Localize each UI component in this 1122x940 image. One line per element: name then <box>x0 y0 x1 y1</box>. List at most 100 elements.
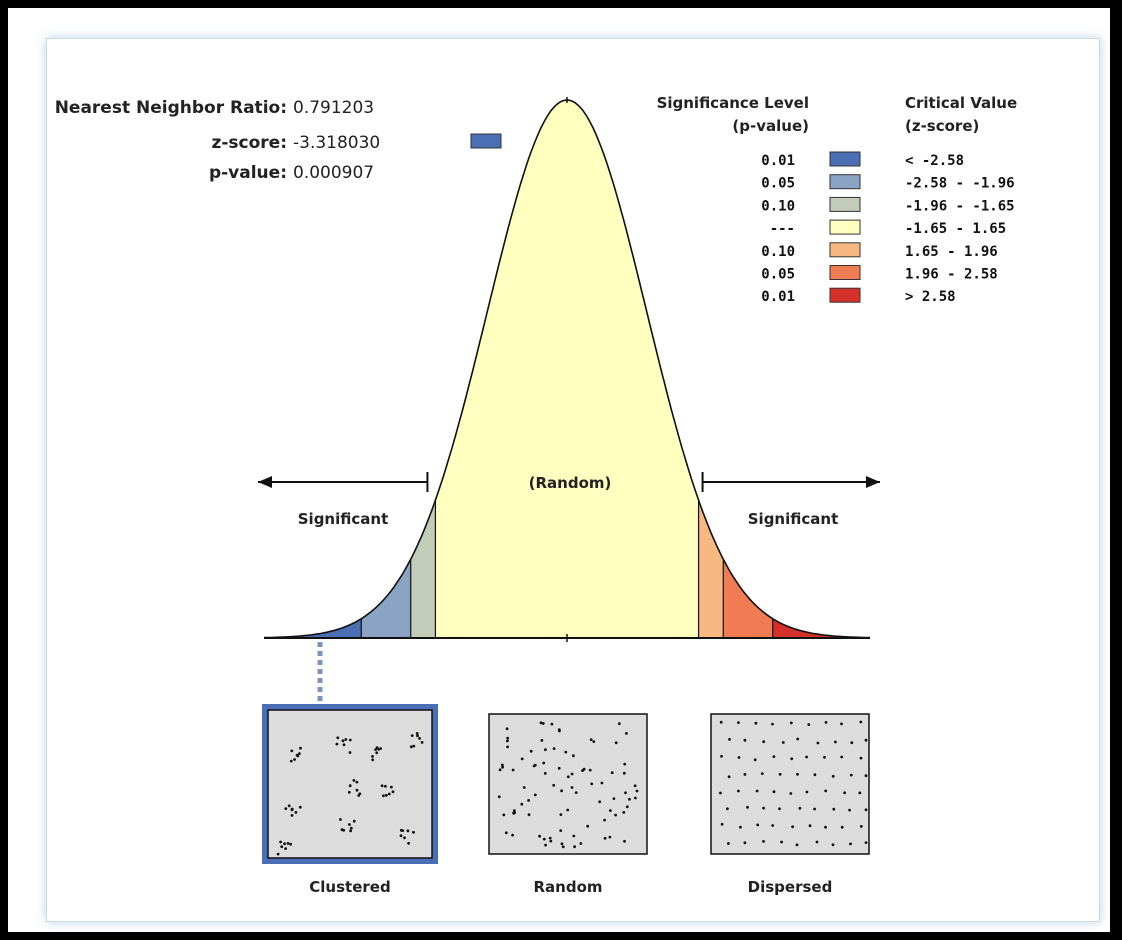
point <box>352 819 356 823</box>
point <box>542 761 546 765</box>
point <box>559 813 563 816</box>
point <box>824 825 827 829</box>
point <box>289 759 293 763</box>
point <box>377 747 381 751</box>
point <box>407 841 410 845</box>
point <box>504 831 508 835</box>
point <box>760 772 764 775</box>
legend-z-range: > 2.58 <box>905 289 956 305</box>
point <box>339 818 342 821</box>
point <box>743 773 747 776</box>
legend-p-value: 0.05 <box>761 267 795 283</box>
point <box>382 794 385 798</box>
pattern-label: Random <box>533 878 602 896</box>
point <box>348 784 352 788</box>
point <box>813 807 816 811</box>
stats-block: Nearest Neighbor Ratio: 0.791203 z-score… <box>55 98 502 183</box>
point <box>560 842 564 846</box>
point <box>843 791 846 795</box>
point <box>832 807 836 811</box>
point <box>572 754 575 758</box>
right-region-label: Significant <box>748 510 838 528</box>
point <box>348 823 351 826</box>
point <box>348 738 352 742</box>
point <box>498 768 502 772</box>
point <box>420 741 424 744</box>
point <box>796 772 799 776</box>
point <box>755 789 759 793</box>
legend-row: 0.10 1.65 - 1.96 <box>761 242 998 260</box>
point <box>409 745 413 749</box>
pattern-label: Dispersed <box>748 878 833 896</box>
legend-row: --- -1.65 - 1.65 <box>770 219 1006 237</box>
point <box>617 722 621 726</box>
point <box>520 757 524 761</box>
point <box>831 774 835 778</box>
point <box>290 807 294 811</box>
legend-crit-subtitle: (z-score) <box>905 117 979 135</box>
point <box>864 841 868 844</box>
point <box>582 767 586 771</box>
point <box>727 775 731 779</box>
z-score-value: -3.318030 <box>293 133 380 153</box>
point <box>824 721 828 724</box>
legend-p-value: --- <box>770 221 795 237</box>
point <box>352 779 356 782</box>
point <box>728 738 731 741</box>
point <box>624 791 627 795</box>
point <box>371 755 374 758</box>
point <box>572 834 576 838</box>
point <box>544 748 547 752</box>
point <box>341 739 345 743</box>
legend-swatch <box>829 287 861 303</box>
point <box>625 732 628 735</box>
point <box>772 755 776 758</box>
right-significance-arrow <box>701 472 880 492</box>
point <box>293 758 296 761</box>
point <box>522 786 526 789</box>
point <box>538 834 541 838</box>
point <box>790 757 794 761</box>
point <box>635 789 639 793</box>
pattern-box <box>710 713 870 855</box>
point <box>406 829 410 833</box>
legend-row: 0.05 1.96 - 2.58 <box>761 265 998 283</box>
point <box>796 737 800 741</box>
point <box>823 755 826 759</box>
point <box>283 842 286 846</box>
point <box>564 750 568 754</box>
point <box>347 790 351 794</box>
point <box>614 813 617 817</box>
point <box>614 741 618 745</box>
point <box>720 754 723 758</box>
point <box>384 784 387 788</box>
point <box>511 833 514 837</box>
point <box>805 755 808 759</box>
legend-p-value: 0.01 <box>761 153 795 169</box>
p-value-value: 0.000907 <box>293 163 374 183</box>
point <box>501 763 504 767</box>
point <box>335 742 339 746</box>
legend-row: 0.01 < -2.58 <box>761 151 964 169</box>
point <box>840 722 843 726</box>
point <box>390 785 393 789</box>
point <box>762 840 765 843</box>
point <box>552 783 556 787</box>
point <box>348 751 352 754</box>
point <box>299 746 302 750</box>
point <box>574 791 578 794</box>
point <box>795 843 799 847</box>
point <box>527 813 531 817</box>
pattern-samples: Clustered Random Dispersed <box>262 704 870 896</box>
point <box>550 722 554 726</box>
point <box>280 845 284 849</box>
point <box>781 741 785 744</box>
curve-region <box>361 559 411 638</box>
point <box>505 727 509 731</box>
legend-row: 0.10 -1.96 - -1.65 <box>761 196 1015 214</box>
point <box>789 792 793 795</box>
point <box>622 811 626 814</box>
point <box>284 807 288 810</box>
point <box>791 825 794 829</box>
point <box>603 818 606 822</box>
